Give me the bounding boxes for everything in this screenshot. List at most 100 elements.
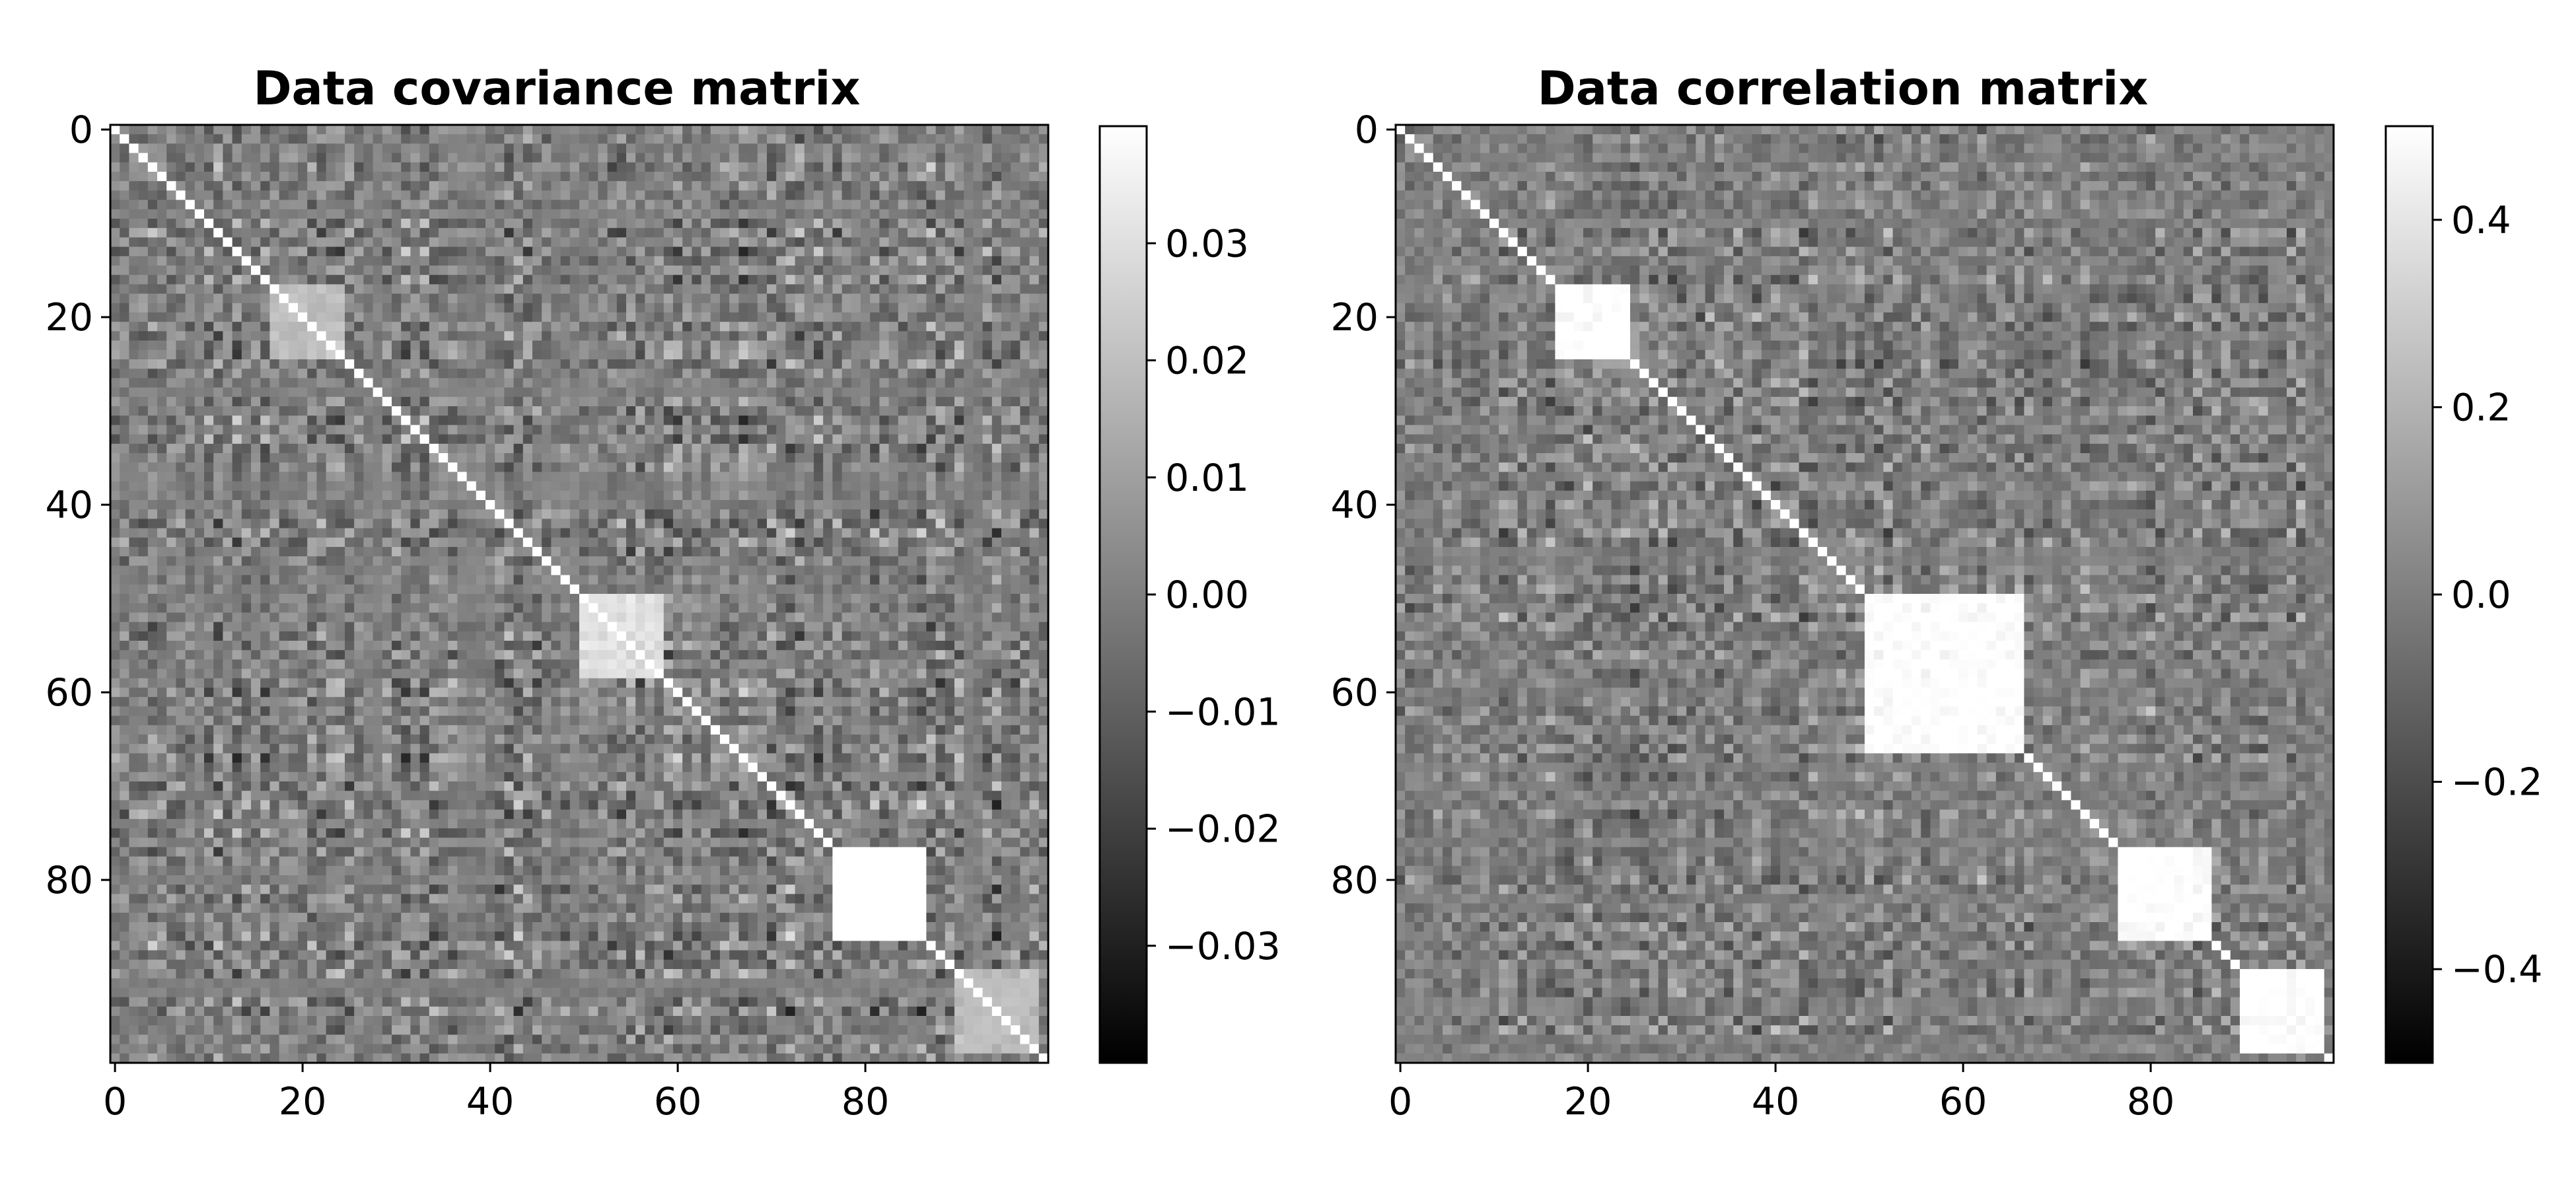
heatmap-cell [804,246,814,257]
heatmap-cell [579,312,589,322]
heatmap-cell [795,500,805,510]
heatmap-cell [495,246,505,257]
heatmap-cell [795,228,805,238]
heatmap-cell [823,369,833,378]
heatmap-cell [861,322,871,332]
heatmap-cell [1029,537,1040,548]
heatmap-cell [495,293,505,304]
heatmap-cell [288,303,299,313]
heatmap-cell [682,359,692,369]
heatmap-cell [1029,293,1040,304]
heatmap-cell [991,153,1002,163]
heatmap-cell [551,266,561,275]
heatmap-cell [532,547,542,557]
heatmap-cell [738,415,748,425]
heatmap-cell [354,434,364,445]
heatmap-cell [354,237,364,247]
heatmap-cell [363,172,373,182]
heatmap-cell [457,125,467,135]
heatmap-cell [682,547,692,557]
heatmap-cell [1029,453,1040,463]
heatmap-cell [522,237,533,247]
heatmap-cell [1001,331,1011,341]
heatmap-cell [701,340,711,351]
heatmap-cell [410,387,420,398]
heatmap-cell [176,425,186,435]
heatmap-cell [157,181,167,191]
heatmap-cell [776,312,786,322]
heatmap-cell [513,500,524,510]
heatmap-cell [738,519,748,528]
heatmap-cell [476,172,486,182]
heatmap-cell [241,275,252,285]
heatmap-cell [654,565,664,575]
heatmap-cell [504,537,514,548]
heatmap-cell [954,331,964,341]
heatmap-cell [354,500,364,510]
heatmap-cell [973,528,983,538]
heatmap-cell [241,490,252,501]
heatmap-cell [767,509,777,519]
heatmap-cell [448,162,458,172]
heatmap-cell [448,284,458,294]
heatmap-cell [710,162,721,172]
heatmap-cell [194,125,205,135]
heatmap-cell [373,331,383,341]
heatmap-cell [692,172,701,182]
heatmap-cell [166,500,176,510]
heatmap-cell [560,490,571,501]
heatmap-cell [814,415,824,425]
heatmap-cell [926,565,936,575]
heatmap-cell [1020,228,1030,238]
heatmap-cell [213,143,223,153]
heatmap-cell [298,293,308,304]
heatmap-cell [1020,406,1030,416]
heatmap-cell [429,415,439,425]
heatmap-cell [288,190,299,200]
heatmap-cell [147,519,158,528]
heatmap-cell [851,519,861,528]
heatmap-cell [767,500,777,510]
heatmap-cell [1038,134,1049,144]
heatmap-cell [129,378,139,388]
heatmap-cell [945,369,955,378]
heatmap-cell [213,443,223,454]
heatmap-cell [176,143,186,153]
heatmap-cell [213,425,223,435]
heatmap-cell [260,396,270,407]
heatmap-cell [241,500,252,510]
heatmap-cell [551,181,561,191]
heatmap-cell [457,528,467,538]
heatmap-cell [551,322,561,332]
heatmap-cell [1029,162,1040,172]
heatmap-cell [682,369,692,378]
heatmap-cell [260,125,270,135]
heatmap-cell [579,434,589,445]
heatmap-cell [223,293,233,304]
heatmap-cell [663,425,674,435]
heatmap-cell [392,378,402,388]
heatmap-cell [485,143,495,153]
heatmap-cell [607,434,618,445]
heatmap-cell [335,500,345,510]
heatmap-cell [1020,434,1030,445]
heatmap-cell [260,162,270,172]
heatmap-cell [757,293,768,304]
heatmap-cell [138,396,149,407]
heatmap-cell [692,125,701,135]
heatmap-cell [1001,378,1011,388]
heatmap-cell [138,387,149,398]
heatmap-cell [504,199,514,210]
heatmap-cell [551,293,561,304]
heatmap-cell [1001,349,1011,360]
heatmap-cell [439,340,448,351]
heatmap-cell [908,547,917,557]
heatmap-cell [1029,125,1040,135]
heatmap-cell [279,190,289,200]
heatmap-cell [589,359,598,369]
heatmap-cell [316,284,326,294]
heatmap-cell [269,125,279,135]
heatmap-cell [157,284,167,294]
heatmap-cell [682,125,692,135]
heatmap-cell [204,378,214,388]
